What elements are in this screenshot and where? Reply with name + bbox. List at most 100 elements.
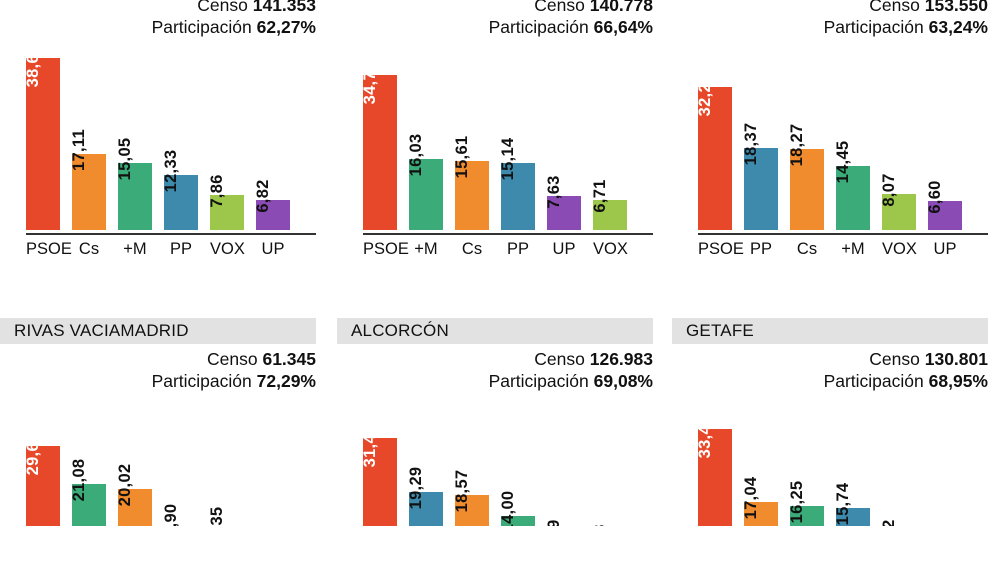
bar-value-label: 8,52 [880, 519, 899, 526]
bar-category-label: UP [933, 240, 957, 258]
bar-group: 15,74 [834, 483, 870, 526]
bar [501, 163, 535, 230]
panel-2: Censo 153.550 Participación 63,24% 32,24… [672, 0, 1000, 259]
bar-value-label: 10,90 [162, 503, 180, 526]
bar [363, 438, 397, 526]
bar-group: 6,60 [926, 180, 962, 230]
bar-value-label: 20,02 [116, 463, 134, 507]
panel-5-title: GETAFE [672, 318, 988, 344]
panel-0-census-label: Censo [197, 0, 248, 15]
bar-group: 15,05 [116, 138, 152, 230]
bar-value-label: 38,68 [24, 44, 42, 88]
bar-group: 6,71 [591, 179, 627, 230]
bar-value-label: 21,08 [70, 458, 88, 502]
panel-4-turnout-value: 69,08% [593, 371, 653, 391]
panel-3-census-line: Censo 61.345 [0, 348, 316, 370]
panel-4-chart: 31,48 19,29 18,57 14,00 8,49 7,38 [337, 398, 667, 526]
panel-5-turnout-line: Participación 68,95% [672, 370, 988, 392]
panel-0-turnout-line: Participación 62,27% [0, 16, 316, 38]
panel-0-chart: 38,68 17,11 15,05 12,33 7,86 6,82 PSOE Cs +M PP V… [0, 44, 330, 259]
bar-value-label: 29,64 [24, 432, 42, 476]
bar-category-label: Cs [78, 240, 100, 258]
panel-1-bars: 34,76 16,03 15,61 15,14 7,63 6,71 [361, 50, 627, 230]
bar [501, 516, 535, 526]
panel-1-turnout-value: 66,64% [593, 17, 653, 37]
bar-group: 8,07 [880, 173, 916, 230]
bar [790, 149, 824, 230]
bar [698, 429, 732, 526]
panel-2-chart: 32,24 18,37 18,27 14,45 8,07 6,60 PSOE PP Cs +M V… [672, 44, 1000, 259]
panel-5-census-value: 130.801 [924, 349, 988, 369]
bar-group: 7,63 [545, 175, 581, 230]
bar-group: 16,03 [407, 134, 443, 230]
bar-value-label: 15,74 [834, 482, 852, 526]
panel-5-census-line: Censo 130.801 [672, 348, 988, 370]
bar-category-label: VOX [882, 240, 917, 258]
bar [409, 492, 443, 526]
bar-value-label: 31,48 [361, 424, 379, 468]
bar [256, 200, 290, 230]
bar-value-label: 33,45 [696, 415, 714, 459]
bar [118, 489, 152, 526]
panel-4-stats: Censo 126.983 Participación 69,08% [337, 348, 667, 392]
bar-group: 15,61 [453, 136, 489, 230]
bar-category-label: +M [123, 240, 147, 258]
bar-group: 15,14 [499, 138, 535, 230]
bar-group: 17,04 [742, 477, 778, 526]
panel-4-census-line: Censo 126.983 [337, 348, 653, 370]
bar-value-label: 16,03 [407, 133, 425, 177]
panel-4-turnout-line: Participación 69,08% [337, 370, 653, 392]
panel-0-stats: Censo 141.353 Participación 62,27% [0, 0, 330, 38]
bar-value-label: 15,61 [453, 135, 471, 179]
bar-value-label: 15,14 [499, 137, 517, 181]
panel-2-census-value: 153.550 [924, 0, 988, 15]
bar [928, 201, 962, 230]
bar [744, 502, 778, 526]
panel-1-stats: Censo 140.778 Participación 66,64% [337, 0, 667, 38]
panel-3-census-value: 61.345 [262, 349, 316, 369]
bar-category-label: +M [414, 240, 438, 258]
panel-4-bars: 31,48 19,29 18,57 14,00 8,49 7,38 [361, 398, 627, 526]
bar [836, 508, 870, 526]
bar-group: 7,86 [208, 174, 244, 230]
bar-value-label: 10,35 [208, 507, 227, 526]
panel-5-census-label: Censo [869, 349, 920, 369]
bar-category-label: VOX [593, 240, 628, 258]
bar-value-label: 12,33 [162, 149, 180, 193]
bar [409, 159, 443, 230]
bar-group: 38,68 [24, 45, 60, 230]
panel-1: Censo 140.778 Participación 66,64% 34,76… [337, 0, 667, 259]
bar-group: 18,57 [453, 470, 489, 526]
bar-group: 31,48 [361, 425, 397, 526]
bar-category-label: PSOE [26, 240, 72, 258]
bar-category-label: PP [749, 240, 772, 258]
bar-value-label: 8,49 [545, 519, 564, 526]
bar-value-label: 15,05 [116, 137, 134, 181]
bar [882, 194, 916, 230]
bar-value-label: 6,60 [926, 180, 944, 214]
bar-value-label: 7,86 [208, 174, 226, 208]
panel-0-turnout-label: Participación [151, 17, 252, 37]
panel-1-turnout-label: Participación [488, 17, 589, 37]
panel-2-axis [698, 233, 988, 235]
bar-value-label: 18,27 [788, 123, 806, 167]
bar-category-label: PSOE [363, 240, 409, 258]
bar-group: 12,33 [162, 150, 198, 230]
bar [698, 87, 732, 230]
bar-value-label: 14,00 [499, 490, 517, 526]
panel-1-census-label: Censo [534, 0, 585, 15]
bar-group: 19,29 [407, 467, 443, 526]
bar [72, 484, 106, 526]
bar [455, 495, 489, 526]
bar [744, 148, 778, 230]
bar-group: 17,11 [70, 129, 106, 230]
bar-value-label: 17,04 [742, 476, 760, 520]
bar-group: 33,45 [696, 416, 732, 526]
panel-1-census-line: Censo 140.778 [337, 0, 653, 16]
panel-5: GETAFE Censo 130.801 Participación 68,95… [672, 318, 1000, 526]
bar-category-label: PP [506, 240, 529, 258]
bar-category-label: Cs [461, 240, 483, 258]
panel-5-turnout-value: 68,95% [928, 371, 988, 391]
bar-group: 20,02 [116, 464, 152, 526]
